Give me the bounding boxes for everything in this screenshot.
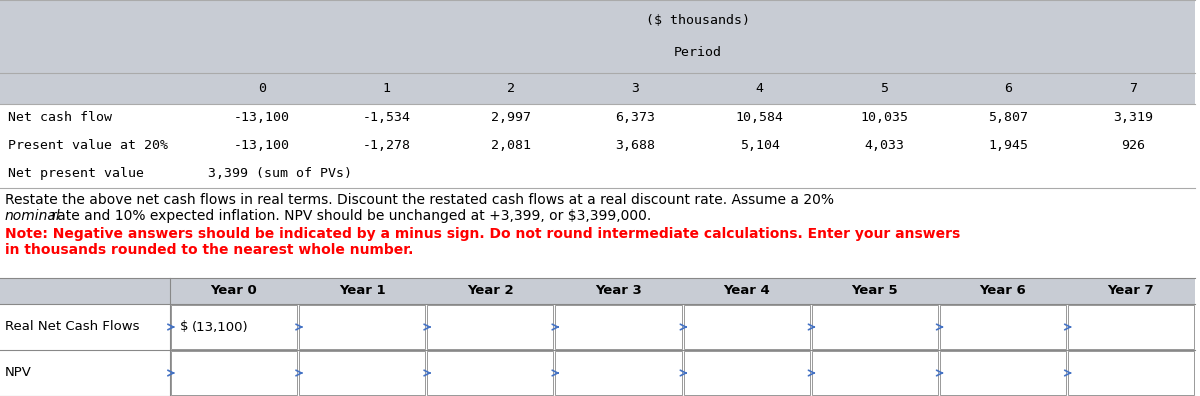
- Bar: [299, 305, 425, 349]
- Bar: [0, 304, 1195, 350]
- Text: in thousands rounded to the nearest whole number.: in thousands rounded to the nearest whol…: [5, 243, 413, 257]
- Text: NPV: NPV: [5, 367, 32, 379]
- Text: -13,100: -13,100: [234, 111, 290, 124]
- Text: Net present value: Net present value: [8, 168, 144, 181]
- Text: Restate the above net cash flows in real terms. Discount the restated cash flows: Restate the above net cash flows in real…: [5, 193, 834, 207]
- Text: Period: Period: [673, 46, 721, 59]
- Text: ($ thousands): ($ thousands): [646, 14, 750, 27]
- Text: 3,319: 3,319: [1112, 111, 1153, 124]
- Text: nominal: nominal: [5, 209, 61, 223]
- Text: 3,688: 3,688: [616, 139, 655, 152]
- Text: Year 5: Year 5: [851, 284, 898, 297]
- Text: 6: 6: [1004, 82, 1013, 95]
- Bar: [684, 351, 810, 395]
- Bar: [172, 351, 298, 395]
- Text: 5,104: 5,104: [739, 139, 780, 152]
- Bar: [172, 305, 298, 349]
- Text: Year 6: Year 6: [979, 284, 1026, 297]
- Bar: [0, 278, 1195, 304]
- Bar: [299, 351, 425, 395]
- Text: 926: 926: [1121, 139, 1145, 152]
- Text: -13,100: -13,100: [234, 139, 290, 152]
- Text: -1,534: -1,534: [362, 111, 410, 124]
- Text: Year 2: Year 2: [467, 284, 514, 297]
- Text: Year 0: Year 0: [211, 284, 258, 297]
- Bar: [0, 350, 1195, 396]
- Bar: [556, 305, 682, 349]
- Text: 2,997: 2,997: [491, 111, 530, 124]
- Text: 2: 2: [506, 82, 515, 95]
- Text: 0: 0: [258, 82, 266, 95]
- Text: 4: 4: [756, 82, 763, 95]
- Bar: [200, 73, 1195, 104]
- Text: 3: 3: [631, 82, 640, 95]
- Text: Year 3: Year 3: [595, 284, 642, 297]
- Text: 1: 1: [383, 82, 390, 95]
- Text: 5,807: 5,807: [989, 111, 1028, 124]
- Text: 10,035: 10,035: [860, 111, 908, 124]
- Bar: [427, 351, 553, 395]
- Text: 10,584: 10,584: [736, 111, 784, 124]
- Bar: [1068, 305, 1194, 349]
- Text: 2,081: 2,081: [491, 139, 530, 152]
- Text: 7: 7: [1129, 82, 1136, 95]
- Text: $: $: [180, 320, 188, 333]
- Text: Net cash flow: Net cash flow: [8, 111, 112, 124]
- Text: Present value at 20%: Present value at 20%: [8, 139, 168, 152]
- Text: 4,033: 4,033: [864, 139, 904, 152]
- Text: Note: Negative answers should be indicated by a minus sign. Do not round interme: Note: Negative answers should be indicat…: [5, 227, 960, 241]
- Text: rate and 10% expected inflation. NPV should be unchanged at +3,399, or $3,399,00: rate and 10% expected inflation. NPV sho…: [47, 209, 652, 223]
- Bar: [556, 351, 682, 395]
- Text: 6,373: 6,373: [616, 111, 655, 124]
- Text: (13,100): (13,100): [192, 320, 248, 333]
- Bar: [940, 305, 1066, 349]
- Text: -1,278: -1,278: [362, 139, 410, 152]
- Bar: [684, 305, 810, 349]
- Bar: [940, 351, 1066, 395]
- Bar: [427, 305, 553, 349]
- Text: 5: 5: [880, 82, 888, 95]
- Text: Real Net Cash Flows: Real Net Cash Flows: [5, 320, 139, 333]
- Text: Year 4: Year 4: [724, 284, 770, 297]
- Bar: [1068, 351, 1194, 395]
- Text: 1,945: 1,945: [989, 139, 1028, 152]
- Bar: [811, 305, 937, 349]
- Text: Year 7: Year 7: [1108, 284, 1154, 297]
- Bar: [0, 0, 1195, 73]
- Bar: [811, 351, 937, 395]
- Bar: [0, 73, 200, 104]
- Text: Year 1: Year 1: [338, 284, 385, 297]
- Text: 3,399 (sum of PVs): 3,399 (sum of PVs): [208, 168, 352, 181]
